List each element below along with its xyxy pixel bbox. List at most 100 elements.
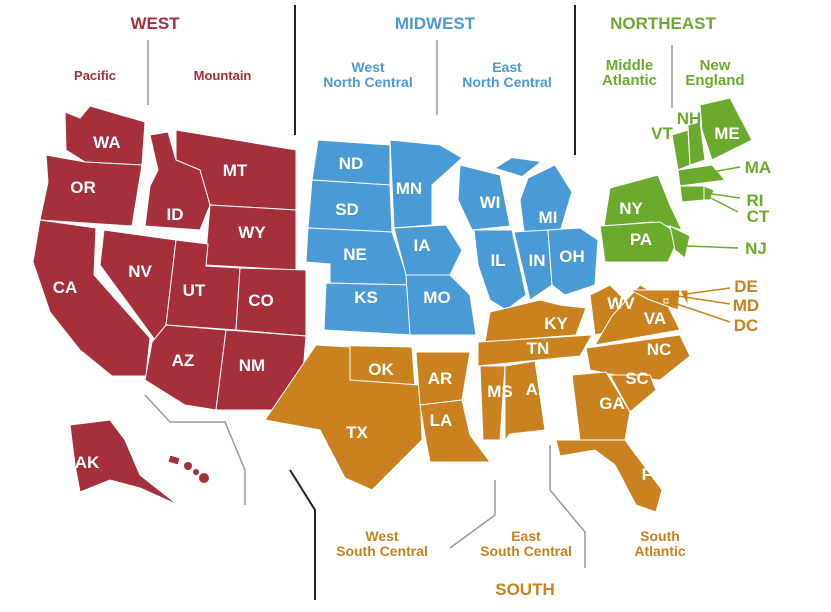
- state-ny: [603, 174, 683, 231]
- state-label: FL: [642, 465, 663, 484]
- state-label: ID: [167, 205, 184, 224]
- division-mountain: Mountain: [193, 68, 252, 83]
- region-south-heading: SOUTH: [495, 580, 555, 599]
- state-label: NC: [647, 340, 672, 359]
- state-label: MS: [487, 382, 513, 401]
- state-md: [629, 289, 681, 311]
- state-label: LA: [430, 411, 453, 430]
- state-label: DC: [734, 316, 759, 335]
- state-label: TN: [527, 339, 550, 358]
- state-label: CA: [53, 278, 78, 297]
- state-label: TX: [346, 423, 368, 442]
- state-hi-island: [199, 473, 209, 483]
- state-label: NE: [343, 245, 367, 264]
- state-wi: [457, 164, 511, 231]
- state-label: MA: [745, 158, 771, 177]
- state-label: WI: [480, 193, 501, 212]
- state-label: SD: [335, 200, 359, 219]
- state-label: GA: [599, 394, 625, 413]
- divider-line: [549, 445, 586, 568]
- region-northeast-heading: NORTHEAST: [610, 14, 716, 33]
- state-label: AK: [75, 453, 100, 472]
- state-ca: [32, 219, 151, 377]
- state-label: NM: [239, 356, 265, 375]
- state-label: AL: [526, 380, 549, 399]
- state-nc: [585, 334, 691, 381]
- state-label: NY: [619, 199, 643, 218]
- state-label: HI: [172, 469, 189, 488]
- state-hi-island: [184, 462, 192, 470]
- state-fl: [555, 439, 663, 513]
- division-south-atlantic: South Atlantic: [634, 528, 686, 559]
- callout-line: [711, 193, 741, 199]
- state-label: ME: [714, 124, 740, 143]
- region-midwest-heading: MIDWEST: [394, 14, 476, 33]
- callout-line: [693, 129, 699, 141]
- callout-line: [711, 166, 741, 173]
- state-label: MT: [223, 161, 248, 180]
- divider-line: [289, 469, 316, 600]
- state-label: NH: [677, 109, 702, 128]
- divider-line: [144, 394, 246, 505]
- state-label: KY: [544, 314, 568, 333]
- state-label: PA: [630, 230, 652, 249]
- state-id: [144, 131, 211, 231]
- state-label: NV: [128, 262, 152, 281]
- state-me: [699, 97, 753, 161]
- state-label: MN: [396, 179, 422, 198]
- state-ga: [571, 371, 631, 441]
- state-mi-upper-peninsula: [496, 158, 540, 176]
- state-la: [419, 399, 491, 463]
- state-label: IA: [414, 236, 431, 255]
- state-ct: [679, 185, 705, 203]
- state-label: AR: [428, 369, 453, 388]
- state-wa: [64, 105, 146, 166]
- state-label: SC: [625, 369, 649, 388]
- state-label: WV: [607, 294, 635, 313]
- state-hi-island: [193, 469, 199, 475]
- state-label: WA: [93, 133, 120, 152]
- callout-line: [685, 287, 731, 295]
- state-ms: [479, 365, 506, 441]
- callout-line: [675, 139, 684, 151]
- state-label: OH: [559, 247, 585, 266]
- state-label: OR: [70, 178, 96, 197]
- division-east-north-central: East North Central: [462, 59, 552, 90]
- state-label: CO: [248, 291, 274, 310]
- callout-line: [704, 194, 739, 213]
- state-pa: [599, 221, 681, 263]
- callout-line: [677, 295, 731, 305]
- callout-line: [667, 300, 731, 323]
- state-label: DE: [734, 277, 758, 296]
- state-ia: [393, 224, 463, 276]
- divider-line: [449, 480, 496, 549]
- division-new-england: New England: [685, 57, 745, 89]
- state-nh: [687, 121, 706, 166]
- state-label: ND: [339, 154, 364, 173]
- state-label: NJ: [745, 239, 767, 258]
- state-mo: [405, 274, 477, 336]
- state-ak: [69, 419, 179, 506]
- division-middle-atlantic: Middle Atlantic: [601, 57, 657, 89]
- region-west-heading: WEST: [130, 14, 180, 33]
- state-label: MI: [539, 208, 558, 227]
- state-tn: [477, 334, 593, 367]
- division-west-north-central: West North Central: [323, 59, 413, 90]
- division-east-south-central: East South Central: [480, 528, 572, 559]
- state-label: KS: [354, 288, 378, 307]
- state-label: CT: [747, 207, 770, 226]
- state-sc: [609, 374, 657, 413]
- state-label: RI: [747, 191, 764, 210]
- state-label: IL: [490, 251, 505, 270]
- callout-line: [686, 245, 739, 249]
- state-label: IN: [529, 251, 546, 270]
- state-or: [39, 154, 143, 227]
- state-label: OK: [368, 360, 394, 379]
- state-nj: [669, 225, 691, 259]
- state-label: MO: [423, 288, 450, 307]
- state-oh: [547, 227, 599, 296]
- state-label: MD: [733, 296, 759, 315]
- state-label: VT: [651, 124, 673, 143]
- state-label: AZ: [172, 351, 195, 370]
